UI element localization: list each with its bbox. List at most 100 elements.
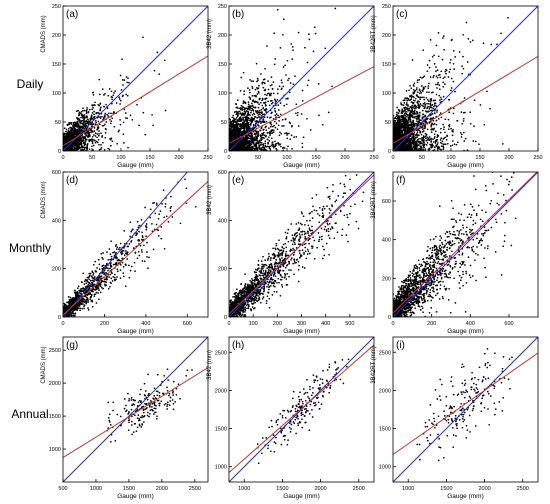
data-point xyxy=(229,128,232,131)
data-point xyxy=(232,130,235,133)
data-point xyxy=(418,96,420,99)
data-point xyxy=(435,70,437,72)
data-point xyxy=(253,94,256,97)
data-point xyxy=(118,98,121,100)
data-point xyxy=(267,127,270,129)
data-point xyxy=(79,119,81,122)
data-point xyxy=(236,123,239,126)
data-point xyxy=(395,113,398,116)
data-point xyxy=(82,117,84,119)
data-point xyxy=(93,113,95,116)
data-point xyxy=(99,123,101,126)
data-point xyxy=(98,78,101,81)
data-point xyxy=(399,122,402,125)
data-point xyxy=(267,136,270,139)
data-point xyxy=(91,124,94,126)
data-point xyxy=(247,101,250,103)
data-point xyxy=(449,59,452,61)
data-point xyxy=(306,84,309,87)
data-point xyxy=(262,86,265,89)
data-point xyxy=(281,118,284,121)
data-point xyxy=(428,91,430,94)
data-point xyxy=(292,49,294,52)
data-point xyxy=(257,79,259,81)
data-point xyxy=(264,140,267,143)
data-point xyxy=(256,87,259,90)
data-point xyxy=(265,145,268,148)
data-point xyxy=(233,129,236,131)
data-point xyxy=(128,81,130,84)
data-point xyxy=(436,76,439,79)
data-point xyxy=(255,144,258,146)
data-point xyxy=(122,94,124,97)
data-point xyxy=(270,137,273,140)
data-point xyxy=(80,116,82,119)
data-point xyxy=(256,80,258,83)
data-point xyxy=(430,137,433,140)
data-point xyxy=(402,104,405,106)
data-point xyxy=(99,117,102,119)
data-point xyxy=(257,132,259,135)
data-point xyxy=(293,136,295,138)
data-point xyxy=(75,145,78,148)
data-point xyxy=(248,108,251,111)
data-point xyxy=(236,144,239,146)
data-point xyxy=(122,84,124,86)
data-point xyxy=(269,117,271,119)
data-point xyxy=(261,97,264,100)
data-point xyxy=(439,131,442,134)
data-point xyxy=(103,105,105,108)
data-point xyxy=(277,104,280,106)
data-point xyxy=(265,97,268,100)
data-point xyxy=(302,136,305,139)
data-point xyxy=(243,110,246,113)
data-point xyxy=(269,134,271,136)
data-point xyxy=(439,99,441,102)
data-point xyxy=(247,129,249,131)
data-point xyxy=(81,114,83,117)
data-point xyxy=(274,111,277,113)
data-point xyxy=(265,120,268,123)
data-point xyxy=(241,125,243,128)
data-point xyxy=(70,128,73,131)
data-point xyxy=(429,39,432,41)
data-point xyxy=(110,144,112,147)
data-point xyxy=(251,120,254,123)
data-point xyxy=(84,125,86,128)
data-point xyxy=(292,83,295,86)
data-point xyxy=(448,98,451,101)
data-point xyxy=(80,129,82,132)
data-point xyxy=(294,75,296,78)
data-point xyxy=(248,148,251,151)
data-point xyxy=(462,131,465,134)
data-point xyxy=(300,113,303,115)
data-point xyxy=(76,123,79,126)
data-point xyxy=(239,120,242,123)
data-point xyxy=(95,140,98,143)
data-point xyxy=(275,147,278,150)
data-point xyxy=(263,78,266,81)
data-point xyxy=(258,113,261,116)
data-point xyxy=(245,126,248,129)
row-label-annual: Annual xyxy=(11,407,48,421)
data-point xyxy=(451,140,454,142)
data-point xyxy=(411,59,414,61)
data-point xyxy=(251,104,254,107)
data-point xyxy=(96,136,98,139)
data-point xyxy=(261,113,264,116)
data-point xyxy=(116,142,119,145)
data-point xyxy=(436,143,439,146)
data-point xyxy=(65,130,67,133)
data-point xyxy=(419,103,422,105)
y-tick-label: 50 xyxy=(55,120,61,126)
data-point xyxy=(151,113,153,116)
data-point xyxy=(63,132,66,135)
data-point xyxy=(507,16,509,19)
data-point xyxy=(86,145,89,147)
data-point xyxy=(248,96,251,98)
data-point xyxy=(285,97,287,100)
data-point xyxy=(95,112,97,115)
data-point xyxy=(277,124,280,127)
data-point xyxy=(251,146,254,148)
